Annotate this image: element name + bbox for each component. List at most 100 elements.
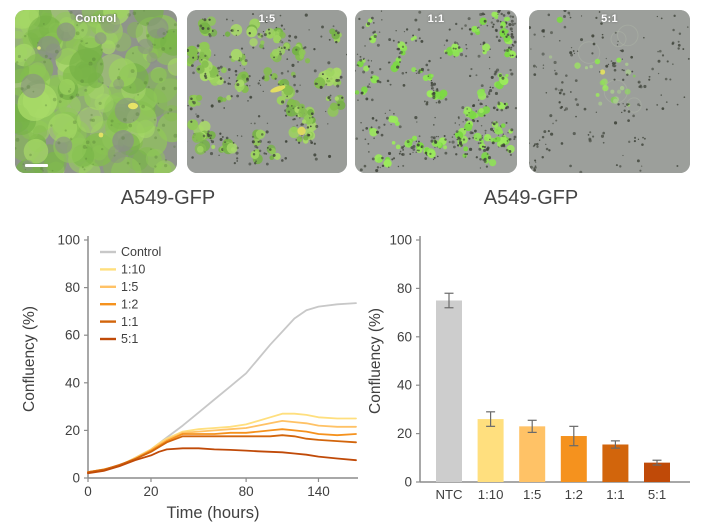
cell-debris-speckle (476, 120, 479, 123)
category-label-5:1: 5:1 (648, 487, 666, 502)
texture-dot (173, 133, 177, 138)
cell-debris-speckle (461, 106, 465, 110)
cell-debris-speckle (453, 41, 457, 45)
cell-debris-speckle (501, 30, 505, 34)
cell-debris-speckle (370, 76, 373, 79)
cell-cluster-blob (252, 137, 261, 147)
cell-debris-speckle (463, 128, 466, 131)
cell-debris-speckle (412, 148, 416, 151)
cell-debris-speckle (274, 77, 277, 80)
cell-debris-speckle (364, 138, 367, 141)
cell-debris-speckle (541, 29, 545, 33)
cell-debris-speckle (286, 104, 290, 108)
cell-debris-speckle (424, 151, 428, 155)
cell-debris-speckle (371, 157, 375, 161)
texture-dot (164, 158, 168, 162)
cell-debris-speckle (409, 153, 412, 155)
cell-cluster-blob (187, 45, 198, 58)
cell-debris-speckle (280, 71, 284, 75)
cell-debris-speckle (379, 166, 381, 169)
cell-debris-speckle (311, 116, 314, 119)
texture-dot (44, 104, 48, 107)
cell-debris-speckle (456, 42, 459, 44)
cell-debris-speckle (360, 121, 362, 124)
cell-debris-speckle (490, 75, 494, 79)
cell-debris-speckle (414, 39, 418, 42)
cell-debris-speckle (402, 148, 405, 151)
cell-debris-speckle (315, 124, 319, 128)
texture-dot (169, 46, 172, 50)
texture-dot (141, 104, 145, 109)
cell-debris-speckle (424, 157, 428, 160)
cell-debris-speckle (325, 83, 328, 86)
x-axis-label: Time (hours) (167, 504, 260, 522)
series-line-1:5 (87, 420, 357, 473)
cell-debris-speckle (326, 77, 329, 80)
cell-debris-speckle (281, 159, 284, 162)
cell-debris-speckle (514, 22, 517, 25)
texture-dot (101, 147, 104, 151)
texture-dot (43, 60, 46, 64)
cell-debris-speckle (478, 26, 480, 29)
texture-dot (81, 166, 84, 169)
cell-debris-speckle (266, 122, 269, 125)
cell-debris-speckle (268, 32, 271, 35)
cell-debris-speckle (385, 116, 389, 120)
cell-debris-speckle (313, 69, 317, 73)
cell-dot (632, 74, 636, 78)
cell-debris-speckle (467, 17, 471, 21)
texture-dot (85, 157, 88, 160)
cell-debris-speckle (310, 141, 314, 145)
cell-debris-speckle (333, 34, 336, 36)
y-tick-label: 80 (397, 281, 412, 296)
cell-debris-speckle (235, 34, 237, 36)
legend-label-1:10: 1:10 (121, 263, 145, 277)
gap-region (113, 78, 125, 90)
texture-dot (157, 128, 161, 132)
cell-debris-speckle (415, 140, 418, 143)
series-line-5:1 (87, 447, 357, 475)
cell-debris-speckle (417, 71, 421, 74)
cell-debris-speckle (671, 41, 675, 45)
cell-debris-speckle (314, 157, 318, 161)
texture-dot (170, 109, 173, 111)
texture-dot (129, 86, 132, 89)
texture-dot (146, 22, 149, 25)
texture-dot (69, 88, 72, 90)
cell-debris-speckle (651, 67, 654, 71)
cell-debris-speckle (483, 19, 487, 23)
cell-debris-speckle (547, 13, 551, 17)
cell-debris-speckle (509, 68, 512, 72)
cell-debris-speckle (292, 74, 296, 78)
cell-debris-speckle (502, 14, 506, 17)
cell-debris-speckle (468, 74, 472, 78)
cell-debris-speckle (361, 26, 365, 29)
cell-debris-speckle (395, 29, 397, 32)
cell-debris-speckle (266, 146, 269, 149)
cell-debris-speckle (341, 96, 344, 99)
cell-debris-speckle (587, 134, 590, 136)
cell-debris-speckle (513, 138, 516, 141)
cell-debris-speckle (359, 168, 363, 172)
cell-debris-speckle (435, 101, 438, 104)
texture-dot (154, 155, 158, 159)
cell-dot (610, 89, 615, 94)
cell-debris-speckle (466, 108, 468, 110)
cell-debris-speckle (370, 71, 374, 74)
cell-debris-speckle (389, 83, 392, 86)
cell-debris-speckle (302, 47, 306, 50)
cell-cluster-blob (482, 106, 491, 114)
cell-debris-speckle (472, 136, 475, 139)
cell-debris-speckle (617, 40, 619, 43)
cell-debris-speckle (256, 146, 259, 149)
cell-cluster-blob (296, 136, 303, 143)
gap-region (94, 32, 107, 45)
cell-debris-speckle (236, 83, 240, 87)
cell-debris-speckle (483, 157, 487, 161)
texture-dot (137, 93, 140, 96)
x-tick-label: 140 (307, 484, 330, 499)
cell-debris-speckle (416, 121, 418, 123)
texture-dot (72, 120, 77, 125)
cell-debris-speckle (583, 107, 587, 111)
